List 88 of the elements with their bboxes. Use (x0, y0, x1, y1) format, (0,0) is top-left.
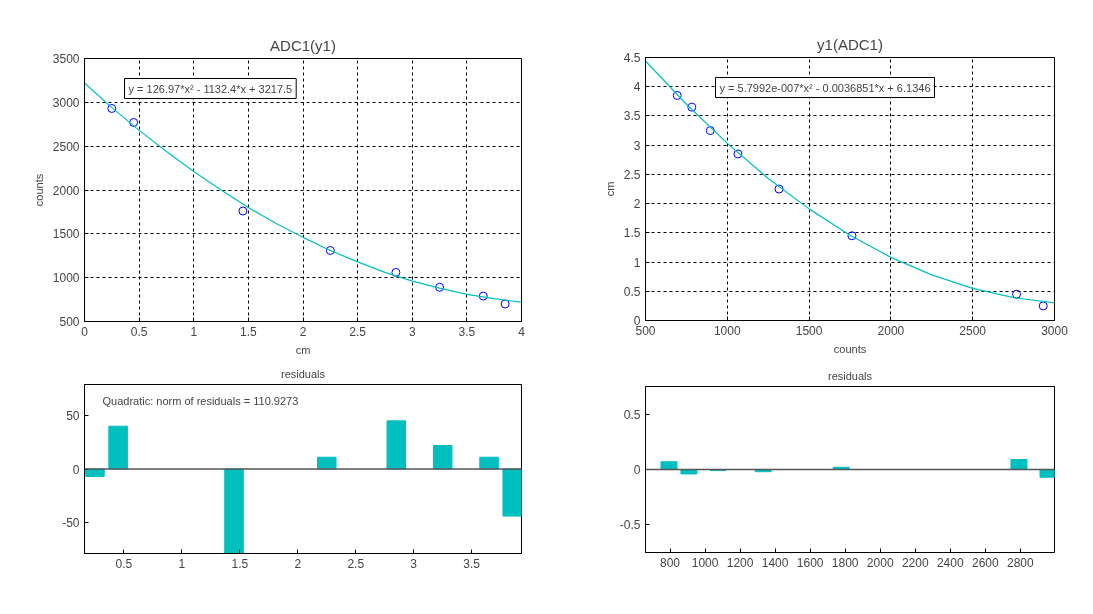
y-tick-label: 0.5 (623, 284, 641, 299)
y-tick-label: -50 (62, 515, 80, 530)
y-tick-label: 4 (633, 80, 641, 95)
x-tick-label: 0.5 (130, 324, 148, 339)
y-tick-label: 1.5 (623, 226, 641, 241)
point (478, 291, 488, 301)
x-tick-label: 800 (660, 555, 681, 570)
y-tick-label: 2 (633, 197, 641, 212)
y-tick-label: 3 (633, 138, 641, 153)
chart-title: y1(ADC1) (817, 35, 883, 53)
x-tick-label: 2000 (866, 555, 894, 570)
y-tick-label: 0 (72, 462, 80, 477)
chart-title: residuals (280, 367, 326, 380)
line-series (84, 82, 522, 303)
y-tick-label: 3000 (52, 95, 80, 110)
chart-title: ADC1(y1) (270, 36, 336, 54)
bar (108, 425, 128, 470)
x-tick-label: 0.5 (115, 556, 133, 571)
x-tick-label: 2200 (901, 555, 929, 570)
y-tick-label: 2500 (52, 139, 80, 154)
y-tick-label: 2.5 (623, 167, 641, 182)
x-tick-label: 2 (299, 324, 307, 339)
y-axis-title: counts (32, 173, 45, 207)
x-tick-label: 1400 (761, 555, 789, 570)
x-axis-title: cm (295, 343, 311, 356)
x-tick-label: 4 (518, 324, 526, 339)
y-tick-label: 2000 (52, 183, 80, 198)
point (325, 246, 335, 255)
bar (386, 420, 407, 470)
point (500, 299, 510, 309)
chart-title: residuals (827, 369, 873, 382)
x-tick-label: 2400 (936, 555, 964, 570)
point (129, 118, 139, 127)
annotation: y = 126.97*x² - 1132.4*x + 3217.5 (128, 82, 293, 95)
y-tick-label: 1500 (52, 227, 80, 242)
x-tick-label: 2000 (877, 323, 905, 338)
annotation: Quadratic: norm of residuals = 110.9273 (102, 394, 299, 407)
x-axis-title: counts (833, 342, 867, 355)
y-tick-label: 0 (633, 463, 641, 477)
annotation: y = 5.7992e-007*x² - 0.0036851*x + 6.1346 (719, 81, 931, 94)
point (1038, 301, 1048, 311)
y-axis-title: cm (603, 181, 616, 197)
y-tick-label: -0.5 (619, 518, 641, 533)
point (238, 206, 248, 216)
x-tick-label: 2 (294, 556, 302, 571)
point (672, 91, 682, 100)
y-tick-label: 4.5 (623, 51, 641, 65)
y-tick-label: 0.5 (623, 407, 641, 422)
x-tick-label: 3.5 (458, 324, 476, 339)
y-tick-label: 0 (633, 314, 641, 328)
x-tick-label: 3.5 (463, 556, 481, 571)
x-tick-label: 2800 (1007, 555, 1035, 570)
x-tick-label: 2500 (959, 323, 987, 338)
x-tick-label: 2.5 (347, 556, 365, 571)
bar (432, 444, 453, 470)
point (1012, 289, 1022, 299)
x-tick-label: 1.5 (231, 556, 249, 571)
x-tick-label: 3000 (1041, 323, 1069, 338)
x-tick-label: 1.5 (240, 324, 258, 339)
point (705, 126, 715, 136)
point (107, 103, 117, 113)
x-tick-label: 1500 (795, 323, 823, 338)
point (435, 282, 445, 292)
bar (1010, 459, 1028, 470)
bar (224, 468, 244, 554)
point (733, 149, 743, 159)
x-tick-label: 1200 (726, 555, 754, 570)
x-tick-label: 1000 (691, 555, 719, 570)
y-tick-label: 50 (66, 409, 80, 424)
point (687, 102, 697, 112)
x-tick-label: 1000 (713, 323, 741, 338)
x-tick-label: 3 (408, 324, 416, 339)
y-tick-label: 3.5 (623, 109, 641, 124)
x-tick-label: 2600 (971, 555, 999, 570)
x-tick-label: 1 (178, 556, 186, 571)
line-series (645, 60, 1055, 304)
y-tick-label: 1 (633, 255, 641, 270)
x-tick-label: 3 (410, 556, 418, 571)
x-tick-label: 2.5 (349, 324, 367, 339)
point (847, 231, 857, 241)
y-tick-label: 1000 (52, 271, 80, 286)
x-tick-label: 1800 (831, 555, 859, 570)
x-tick-label: 1 (190, 324, 198, 339)
x-tick-label: 1600 (796, 555, 824, 570)
bar (502, 468, 522, 517)
point (391, 267, 401, 277)
point (774, 184, 784, 194)
y-tick-label: 3500 (52, 52, 80, 66)
